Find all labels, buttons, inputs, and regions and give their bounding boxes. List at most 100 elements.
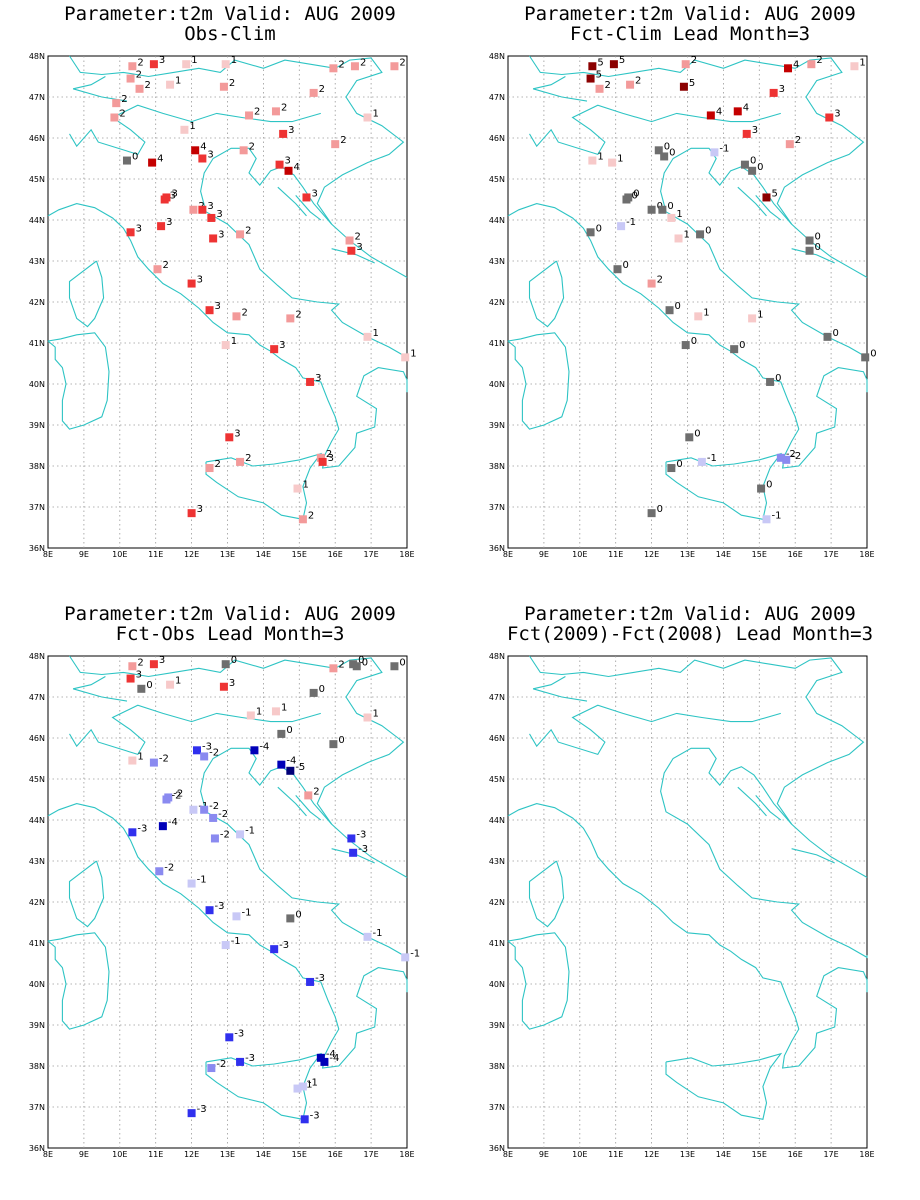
station-marker bbox=[232, 912, 241, 921]
station-marker bbox=[149, 660, 158, 669]
map-obs-clim: 8E 9E 10E 11E 12E 13E 14E 15E 16E 17E 18E 48N 47N 46N… bbox=[29, 52, 417, 559]
station-marker bbox=[293, 484, 302, 493]
station-marker bbox=[135, 84, 144, 93]
station-value-label: 0 bbox=[739, 340, 745, 351]
station-value-label: 3 bbox=[285, 156, 291, 167]
coastline bbox=[205, 452, 323, 520]
station-marker bbox=[685, 433, 694, 442]
lat-tick-label: 36N bbox=[29, 1144, 45, 1153]
station-marker bbox=[667, 213, 676, 222]
coastline bbox=[737, 186, 767, 217]
station-marker bbox=[807, 60, 816, 69]
lat-tick-label: 43N bbox=[29, 257, 45, 266]
coastline bbox=[68, 860, 105, 928]
station-marker bbox=[153, 265, 162, 274]
station-value-label: -1 bbox=[241, 907, 251, 918]
station-value-label: 0 bbox=[775, 373, 781, 384]
coastline bbox=[532, 676, 588, 702]
station-marker bbox=[187, 279, 196, 288]
station-marker bbox=[805, 246, 814, 255]
station-marker bbox=[236, 1057, 245, 1066]
coastline bbox=[528, 860, 565, 928]
lat-tick-label: 44N bbox=[29, 216, 45, 225]
station-value-label: -1 bbox=[308, 1078, 318, 1089]
lon-tick-label: 12E bbox=[644, 550, 659, 559]
station-value-label: -5 bbox=[295, 762, 305, 773]
station-value-label: 0 bbox=[705, 225, 711, 236]
lat-tick-label: 37N bbox=[29, 1103, 45, 1112]
station-marker bbox=[245, 111, 254, 120]
lon-tick-label: 9E bbox=[79, 550, 89, 559]
station-value-label: -4 bbox=[326, 1049, 336, 1060]
station-value-label: -3 bbox=[215, 901, 225, 912]
panel-title: Parameter:t2m Valid: AUG 2009 bbox=[524, 603, 856, 625]
station-marker bbox=[595, 84, 604, 93]
station-value-label: 1 bbox=[175, 76, 181, 87]
coastline bbox=[528, 260, 565, 328]
lat-tick-label: 46N bbox=[29, 134, 45, 143]
station-marker bbox=[284, 166, 293, 175]
station-marker bbox=[207, 1064, 216, 1073]
coastline bbox=[529, 55, 868, 278]
station-marker bbox=[225, 433, 234, 442]
station-marker bbox=[122, 156, 131, 165]
station-value-label: 0 bbox=[132, 152, 138, 163]
station-value-label: 1 bbox=[256, 706, 262, 717]
lat-tick-label: 45N bbox=[489, 775, 505, 784]
station-value-label: -1 bbox=[719, 143, 729, 154]
station-marker bbox=[316, 453, 325, 462]
station-value-label: 3 bbox=[229, 678, 235, 689]
lat-tick-label: 38N bbox=[489, 1062, 505, 1071]
lon-tick-label: 14E bbox=[716, 550, 731, 559]
station-value-label: 0 bbox=[750, 156, 756, 167]
station-value-label: -4 bbox=[286, 756, 296, 767]
lon-tick-label: 10E bbox=[112, 550, 127, 559]
station-value-label: 3 bbox=[311, 188, 317, 199]
lat-tick-label: 37N bbox=[489, 1103, 505, 1112]
coastline bbox=[295, 195, 322, 221]
station-marker bbox=[320, 1057, 329, 1066]
station-value-label: 1 bbox=[676, 209, 682, 220]
lon-tick-label: 11E bbox=[608, 1150, 623, 1159]
station-value-label: 0 bbox=[286, 725, 292, 736]
station-marker bbox=[180, 125, 189, 134]
station-marker bbox=[271, 107, 280, 116]
station-value-label: -2 bbox=[220, 829, 230, 840]
station-marker bbox=[221, 60, 230, 69]
panel-fct-obs: Parameter:t2m Valid: AUG 2009 Fct-Obs Le… bbox=[0, 600, 460, 1200]
station-value-label: 0 bbox=[231, 655, 237, 666]
coastline bbox=[331, 248, 375, 264]
lon-tick-label: 12E bbox=[184, 1150, 199, 1159]
station-marker bbox=[782, 455, 791, 464]
station-value-label: 4 bbox=[157, 154, 163, 165]
station-marker bbox=[236, 457, 245, 466]
station-value-label: 3 bbox=[279, 340, 285, 351]
station-marker bbox=[352, 662, 361, 671]
lon-tick-label: 13E bbox=[680, 1150, 695, 1159]
station-marker bbox=[762, 193, 771, 202]
station-value-label: 3 bbox=[779, 84, 785, 95]
station-value-label: 2 bbox=[241, 307, 247, 318]
coastline bbox=[507, 803, 868, 1069]
station-marker bbox=[609, 60, 618, 69]
station-marker bbox=[588, 156, 597, 165]
station-value-label: 0 bbox=[319, 684, 325, 695]
lat-tick-label: 37N bbox=[489, 503, 505, 512]
station-marker bbox=[271, 707, 280, 716]
lat-tick-label: 47N bbox=[489, 693, 505, 702]
station-value-label: -3 bbox=[245, 1053, 255, 1064]
station-marker bbox=[246, 711, 255, 720]
station-marker bbox=[250, 746, 259, 755]
lon-tick-label: 8E bbox=[43, 550, 53, 559]
lat-tick-label: 42N bbox=[29, 898, 45, 907]
station-value-label: 2 bbox=[338, 59, 344, 70]
station-marker bbox=[350, 62, 359, 71]
station-value-label: 0 bbox=[675, 301, 681, 312]
station-value-label: -2 bbox=[209, 801, 219, 812]
station-marker bbox=[613, 265, 622, 274]
station-marker bbox=[205, 464, 214, 473]
station-value-label: -3 bbox=[279, 940, 289, 951]
coastline bbox=[529, 704, 781, 756]
station-value-label: 1 bbox=[703, 307, 709, 318]
station-value-label: -2 bbox=[791, 451, 801, 462]
